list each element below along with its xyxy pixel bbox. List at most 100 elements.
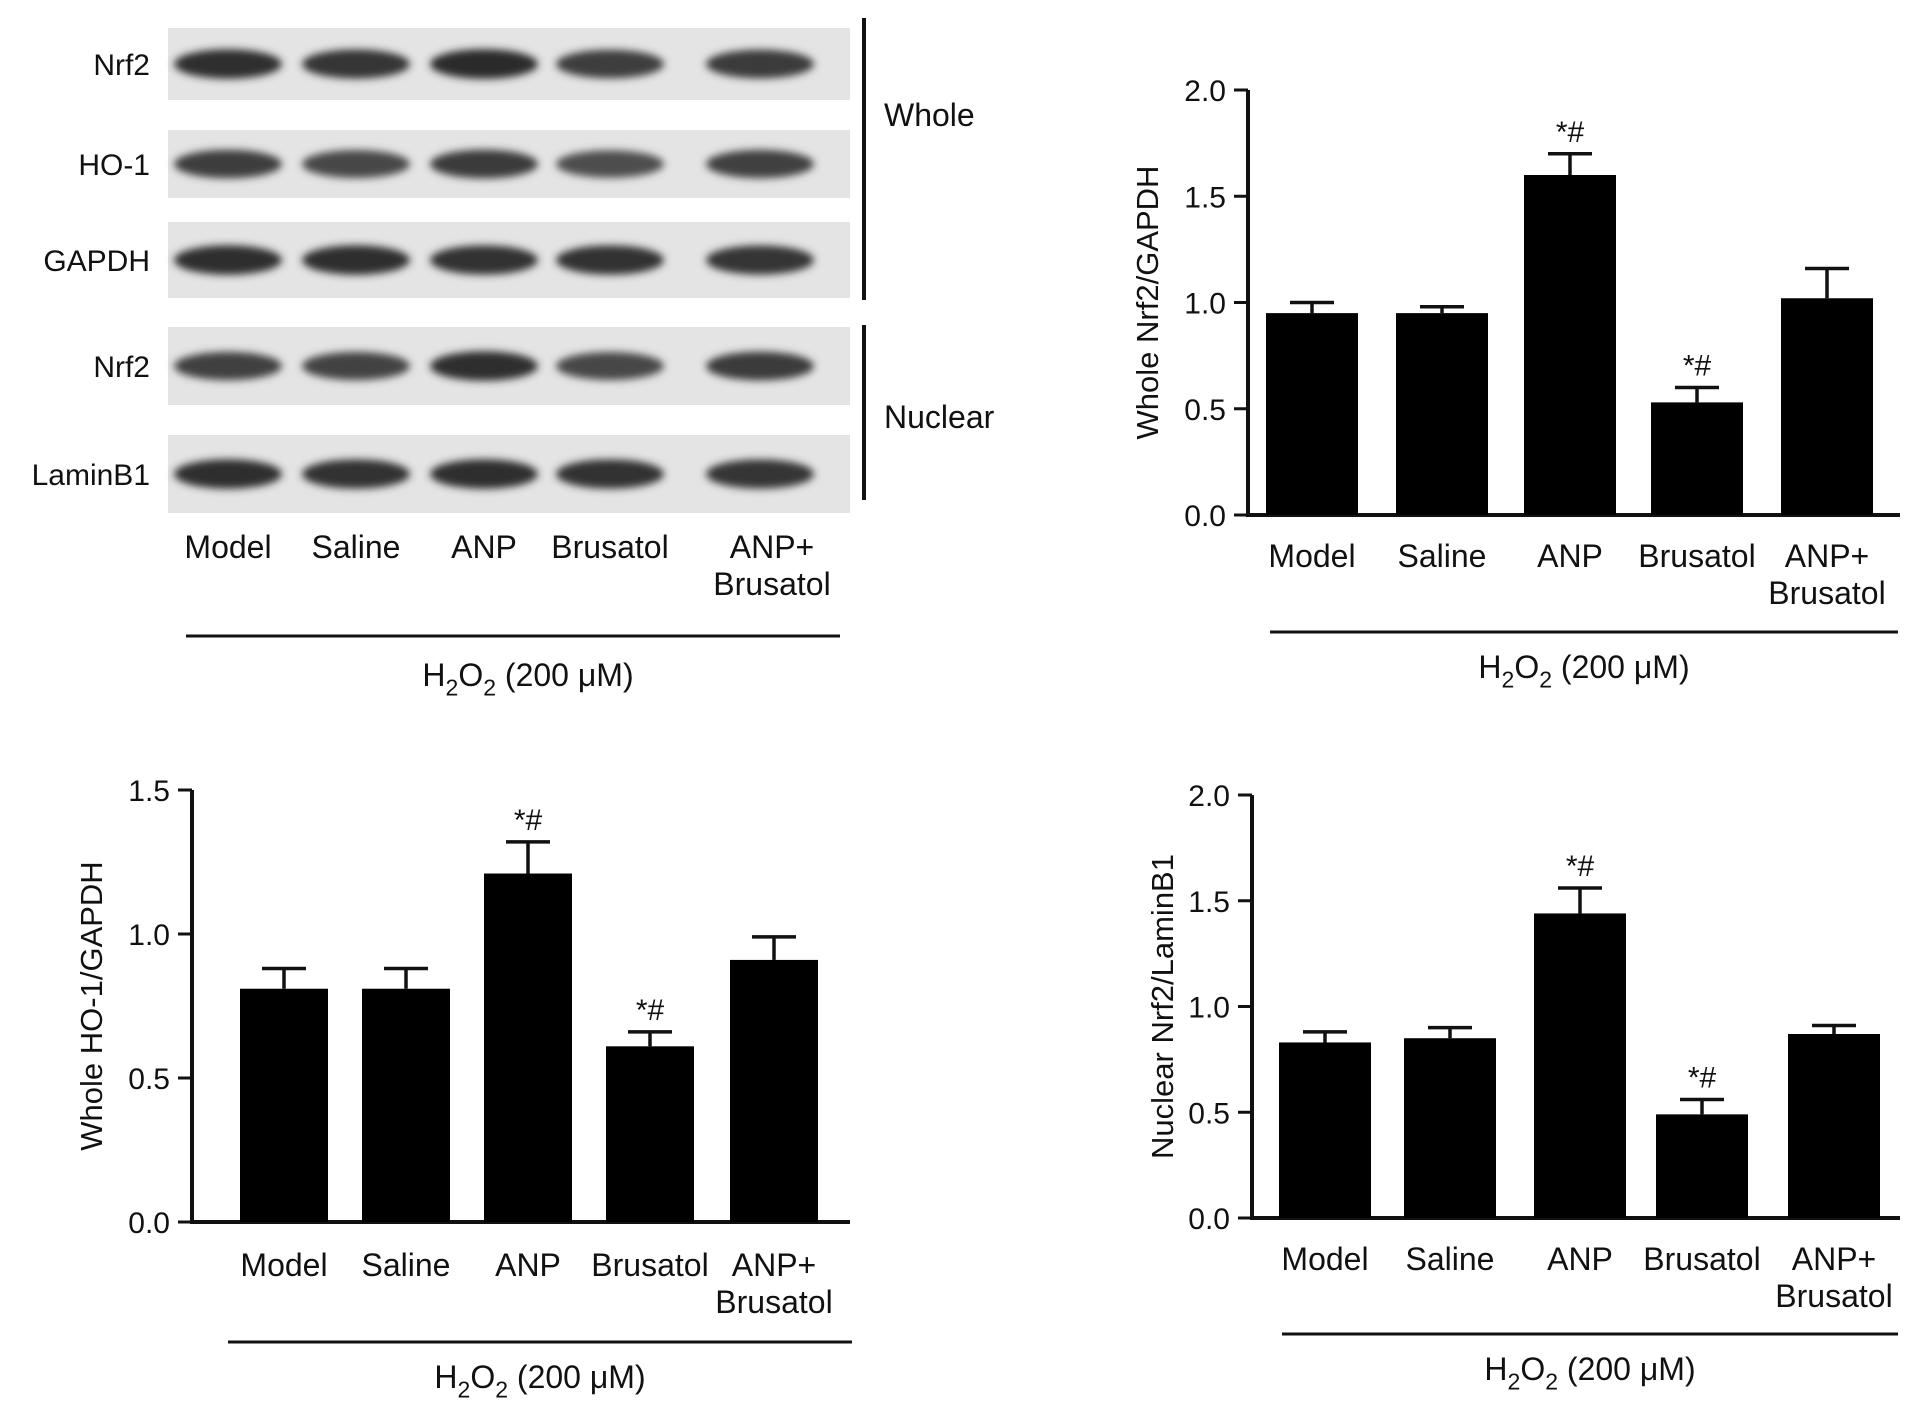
y-tick-label: 2.0 bbox=[1184, 75, 1226, 108]
blot-band bbox=[556, 459, 664, 489]
x-category-label: ANP bbox=[1537, 538, 1603, 574]
bar bbox=[1656, 1114, 1748, 1218]
x-category-label: Brusatol bbox=[1643, 1241, 1760, 1277]
treatment-mid: O bbox=[458, 657, 483, 693]
significance-label: *# bbox=[1556, 116, 1585, 149]
blot-band bbox=[706, 149, 814, 179]
blot-band bbox=[706, 245, 814, 275]
treatment-sub1: 2 bbox=[1508, 1369, 1521, 1395]
treatment-sub1: 2 bbox=[458, 1377, 471, 1401]
group-label-whole: Whole bbox=[884, 97, 975, 133]
blot-band bbox=[174, 149, 282, 179]
y-tick-label: 0.0 bbox=[128, 1207, 170, 1240]
treatment-label: H2O2 (200 μM) bbox=[422, 657, 633, 701]
treatment-rest: (200 μM) bbox=[508, 1359, 646, 1395]
bar bbox=[1788, 1033, 1880, 1218]
treatment-sub2: 2 bbox=[1539, 667, 1552, 693]
blot-band bbox=[302, 49, 410, 79]
y-tick-label: 1.0 bbox=[128, 919, 170, 952]
significance-label: *# bbox=[514, 804, 543, 837]
treatment-mid: O bbox=[470, 1359, 495, 1395]
y-axis-label: Whole Nrf2/GAPDH bbox=[1130, 166, 1165, 440]
blot-strip bbox=[168, 28, 850, 100]
y-axis-label: Whole HO-1/GAPDH bbox=[74, 861, 109, 1150]
blot-lane-label: ANP bbox=[451, 529, 517, 565]
significance-label: *# bbox=[1566, 850, 1595, 883]
y-tick-label: 1.0 bbox=[1188, 992, 1230, 1025]
treatment-mid: O bbox=[1520, 1351, 1545, 1387]
blot-strip bbox=[168, 222, 850, 298]
blot-row-label: Nrf2 bbox=[93, 351, 150, 384]
y-tick-label: 2.0 bbox=[1188, 780, 1230, 813]
x-category-label: Saline bbox=[1398, 538, 1487, 574]
blot-row-label: LaminB1 bbox=[32, 459, 150, 492]
x-category-label: Model bbox=[1281, 1241, 1368, 1277]
bar bbox=[484, 873, 572, 1222]
significance-label: *# bbox=[636, 994, 665, 1027]
blot-band bbox=[174, 245, 282, 275]
bar-chart-whole-ho1: 0.0 0.5 1.0 1.5 Whole HO-1/GAPDH Model Saline *… bbox=[74, 775, 852, 1401]
x-category-label: Saline bbox=[1406, 1241, 1495, 1277]
y-tick-label: 0.5 bbox=[128, 1063, 170, 1096]
treatment-base: H bbox=[1484, 1351, 1507, 1387]
treatment-sub2: 2 bbox=[495, 1377, 508, 1401]
y-tick-label: 1.0 bbox=[1184, 288, 1226, 321]
blot-band bbox=[302, 245, 410, 275]
treatment-rest: (200 μM) bbox=[496, 657, 634, 693]
bar bbox=[1534, 913, 1626, 1218]
blot-row-label: HO-1 bbox=[78, 149, 150, 182]
treatment-label: H2O2 (200 μM) bbox=[1478, 649, 1689, 693]
y-tick-label: 1.5 bbox=[1184, 181, 1226, 214]
bar bbox=[1279, 1042, 1371, 1218]
significance-label: *# bbox=[1688, 1062, 1717, 1095]
blot-lane-label: Brusatol bbox=[551, 529, 668, 565]
x-category-label: Saline bbox=[362, 1247, 451, 1283]
x-category-label: Model bbox=[240, 1247, 327, 1283]
blot-band bbox=[302, 351, 410, 381]
blot-band bbox=[430, 149, 538, 179]
bar bbox=[1404, 1038, 1496, 1218]
y-axis-label: Nuclear Nrf2/LaminB1 bbox=[1145, 854, 1180, 1159]
treatment-rest: (200 μM) bbox=[1558, 1351, 1696, 1387]
treatment-label: H2O2 (200 μM) bbox=[434, 1359, 645, 1401]
bar bbox=[362, 988, 450, 1222]
blot-band bbox=[556, 352, 664, 380]
treatment-sub2: 2 bbox=[1545, 1369, 1558, 1395]
bar bbox=[1396, 313, 1488, 515]
blot-lane-label: Model bbox=[184, 529, 271, 565]
bar bbox=[1266, 313, 1358, 515]
blot-lane-label: Saline bbox=[312, 529, 401, 565]
bar bbox=[606, 1046, 694, 1222]
treatment-label: H2O2 (200 μM) bbox=[1484, 1351, 1695, 1395]
blot-strip bbox=[168, 327, 850, 405]
treatment-sub1: 2 bbox=[1502, 667, 1515, 693]
y-tick-label: 1.5 bbox=[1188, 886, 1230, 919]
y-tick-label: 1.5 bbox=[128, 775, 170, 808]
treatment-mid: O bbox=[1514, 649, 1539, 685]
bar bbox=[1524, 175, 1616, 515]
blot-band bbox=[174, 459, 282, 489]
blot-strip bbox=[168, 435, 850, 513]
x-category-label: ANP+ Brusatol bbox=[1775, 1241, 1892, 1314]
treatment-base: H bbox=[422, 657, 445, 693]
treatment-rest: (200 μM) bbox=[1552, 649, 1690, 685]
x-category-label: ANP+ Brusatol bbox=[715, 1247, 832, 1320]
bar bbox=[730, 959, 818, 1222]
y-tick-label: 0.0 bbox=[1184, 500, 1226, 533]
treatment-sub1: 2 bbox=[446, 675, 459, 701]
blot-band bbox=[430, 351, 538, 381]
blot-band bbox=[556, 245, 664, 275]
treatment-base: H bbox=[434, 1359, 457, 1395]
blot-band bbox=[174, 49, 282, 79]
blot-band bbox=[430, 245, 538, 275]
x-category-label: ANP+ Brusatol bbox=[1768, 538, 1885, 611]
group-label-nuclear: Nuclear bbox=[884, 399, 995, 435]
treatment-base: H bbox=[1478, 649, 1501, 685]
x-category-label: ANP bbox=[495, 1247, 561, 1283]
x-category-label: Brusatol bbox=[1638, 538, 1755, 574]
x-category-label: ANP bbox=[1547, 1241, 1613, 1277]
blot-lane-label: ANP+ Brusatol bbox=[713, 529, 830, 602]
blot-band bbox=[174, 351, 282, 381]
bar-chart-nuclear-nrf2: 0.0 0.5 1.0 1.5 2.0 Nuclear Nrf2/LaminB1 Model… bbox=[1145, 780, 1900, 1395]
blot-band bbox=[556, 49, 664, 79]
